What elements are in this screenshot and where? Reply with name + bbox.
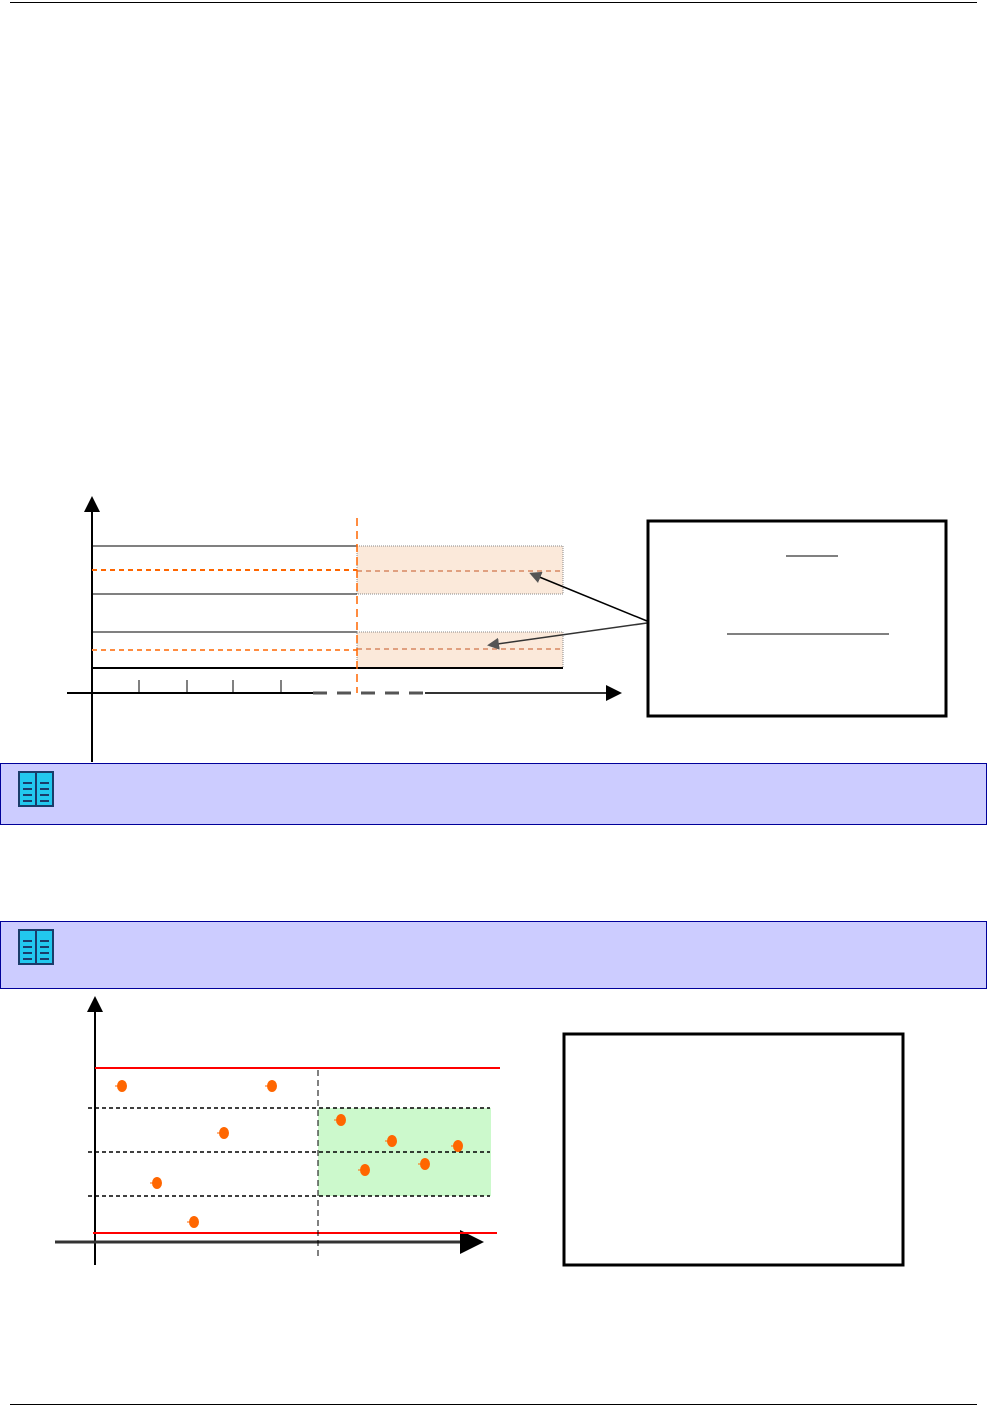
x-axis-ticks (138, 680, 282, 693)
sample-point (152, 1177, 162, 1189)
sample-point (117, 1080, 127, 1092)
band-bounds (92, 545, 563, 669)
book-icon (18, 929, 54, 965)
book-icon (18, 771, 54, 807)
footer-rule (10, 1404, 977, 1405)
header-rule (10, 2, 977, 3)
dashed-levels (88, 1107, 490, 1197)
callout-box (562, 1032, 905, 1267)
note-box-1 (0, 763, 987, 825)
note-box-2 (0, 921, 987, 989)
control-zone-diagram (55, 996, 905, 1267)
sample-point (267, 1080, 277, 1092)
band-diagram (67, 496, 948, 762)
sample-point (453, 1140, 463, 1152)
sample-point (420, 1158, 430, 1170)
sample-point (189, 1216, 199, 1228)
center-lines (92, 569, 563, 651)
callout-arrow-upper (529, 571, 648, 622)
sample-point (360, 1164, 370, 1176)
sample-point (219, 1127, 229, 1139)
callout-box (646, 519, 948, 718)
callout-arrow-lower (487, 622, 648, 650)
sample-point (387, 1135, 397, 1147)
sample-point (336, 1114, 346, 1126)
